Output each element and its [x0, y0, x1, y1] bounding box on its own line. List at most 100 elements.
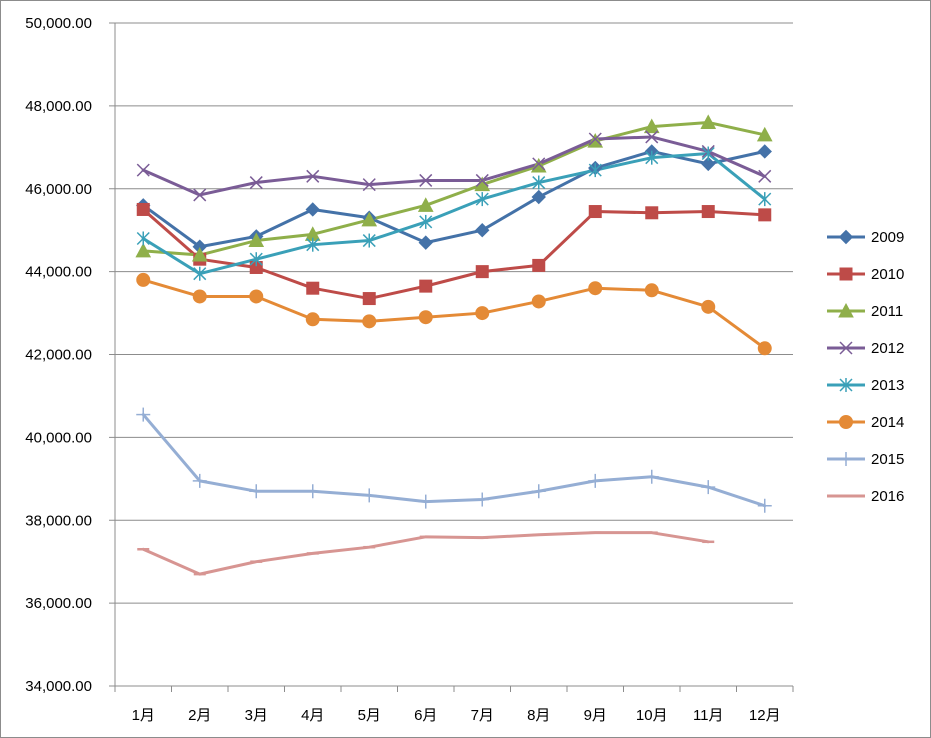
series-markers-2010 [136, 202, 772, 306]
data-point [306, 169, 320, 183]
data-point [136, 202, 150, 216]
data-point [838, 302, 854, 318]
series-line-2014 [141, 278, 767, 350]
data-point [701, 299, 716, 314]
series-markers-2016 [137, 531, 715, 576]
data-point [249, 484, 264, 499]
series-line-2009 [141, 149, 767, 249]
data-point [701, 146, 715, 161]
data-point [136, 163, 150, 177]
x-tick-label: 11月 [693, 707, 724, 724]
axes: 34,000.00 36,000.00 38,000.00 40,000.00 42,0… [25, 15, 794, 724]
data-point [475, 222, 490, 238]
data-point [136, 272, 151, 287]
data-point [531, 189, 546, 205]
data-point [701, 480, 716, 495]
data-point [757, 144, 772, 159]
data-point [136, 407, 151, 422]
legend-label: 2016 [871, 488, 904, 505]
data-point [419, 173, 433, 187]
series-markers-2011 [135, 114, 773, 262]
legend-label: 2010 [871, 266, 904, 283]
y-tick-label: 48,000.00 [25, 98, 92, 115]
data-point [193, 188, 207, 202]
data-point [191, 246, 208, 262]
data-point [419, 214, 433, 229]
data-point [306, 281, 320, 295]
data-point [418, 310, 433, 325]
data-point [757, 341, 772, 356]
data-point [758, 169, 772, 183]
data-point [531, 484, 546, 499]
data-point [701, 205, 715, 219]
data-point [645, 150, 659, 165]
data-point [418, 494, 433, 509]
series-line-2016 [141, 531, 710, 576]
legend-label: 2015 [871, 451, 904, 468]
data-point [838, 229, 854, 245]
data-point [644, 283, 659, 298]
series-line-2010 [141, 207, 767, 301]
legend-label: 2014 [871, 414, 904, 431]
data-point [756, 126, 773, 142]
x-tick-label: 1月 [132, 707, 155, 724]
data-point [532, 175, 546, 190]
legend-label: 2011 [871, 303, 903, 320]
data-point [475, 306, 490, 321]
data-point [588, 163, 602, 178]
data-point [532, 157, 546, 171]
data-point [588, 132, 602, 146]
data-point [362, 314, 377, 329]
x-tick-label: 8月 [527, 707, 550, 724]
data-point [587, 133, 604, 148]
data-point [839, 341, 853, 355]
series-markers-2015 [136, 407, 772, 513]
series-markers-2012 [136, 130, 772, 202]
data-point [475, 265, 489, 279]
y-tick-label: 42,000.00 [25, 347, 92, 364]
data-point [532, 258, 546, 272]
data-point [645, 130, 659, 144]
y-tick-label: 38,000.00 [25, 512, 92, 529]
data-point [249, 289, 264, 304]
data-point [249, 252, 263, 267]
x-tick-label: 2月 [188, 707, 211, 724]
y-tick-label: 34,000.00 [25, 678, 92, 695]
y-tick-label: 40,000.00 [25, 429, 92, 446]
legend: 2009 2010 2011 2012 2013 2014 2015 2016 [827, 229, 904, 505]
data-point [362, 178, 376, 192]
legend-item-2014: 2014 [827, 414, 904, 431]
series-line-2012 [141, 135, 767, 197]
data-point [361, 211, 378, 227]
y-tick-label: 44,000.00 [25, 264, 92, 281]
data-point [249, 176, 263, 190]
y-tick-label: 36,000.00 [25, 595, 92, 612]
data-point [645, 206, 659, 220]
series-markers-2013 [136, 146, 772, 281]
data-point [418, 235, 433, 250]
data-point [588, 205, 602, 219]
data-point [700, 114, 717, 129]
series-lines [141, 120, 767, 576]
series-line-2013 [141, 152, 767, 276]
x-tick-label: 3月 [245, 707, 268, 724]
x-tick-label: 10月 [636, 707, 668, 724]
series-markers-2014 [136, 272, 772, 356]
series-line-2015 [141, 413, 767, 508]
legend-item-2012: 2012 [827, 340, 904, 357]
x-tick-label: 7月 [471, 707, 494, 724]
data-point [419, 279, 433, 293]
data-point [362, 292, 376, 306]
data-point [531, 294, 546, 309]
series-line-2011 [141, 120, 767, 257]
data-point [305, 202, 320, 217]
x-tick-label: 5月 [358, 707, 381, 724]
x-tick-label: 12月 [749, 707, 781, 724]
data-point [475, 173, 489, 187]
data-point [248, 232, 265, 248]
data-point [588, 281, 603, 296]
data-point [475, 192, 489, 207]
data-point [643, 118, 660, 134]
legend-item-2010: 2010 [827, 266, 904, 283]
